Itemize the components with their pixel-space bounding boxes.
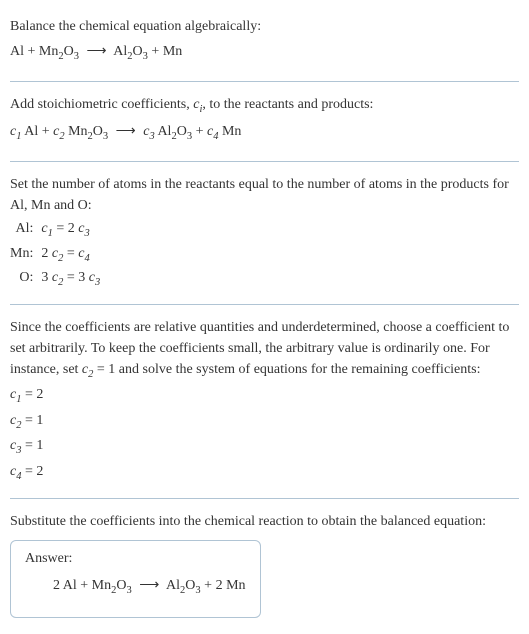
species: Al <box>63 578 77 593</box>
coef: 2 <box>216 578 227 593</box>
species: Al2O3 <box>157 124 192 139</box>
coeff-title: Add stoichiometric coefficients, ci, to … <box>10 94 519 118</box>
assignment: c1 = 2 <box>10 384 519 408</box>
plus: + <box>28 44 39 59</box>
species: Al <box>10 44 24 59</box>
species: Al2O3 <box>113 44 148 59</box>
section-answer: Substitute the coefficients into the che… <box>10 503 519 626</box>
coeff-equation: c1 Al + c2 Mn2O3 ⟶ c3 Al2O3 + c4 Mn <box>10 119 519 147</box>
element-equation: 3 c2 = 3 c3 <box>41 267 100 292</box>
assignment: c3 = 1 <box>10 435 519 459</box>
table-row: O: 3 c2 = 3 c3 <box>10 267 100 292</box>
species: Mn2O3 <box>68 124 108 139</box>
divider <box>10 81 519 82</box>
species: Mn <box>222 124 241 139</box>
divider <box>10 304 519 305</box>
section-atom-balance: Set the number of atoms in the reactants… <box>10 166 519 300</box>
species: Mn <box>163 44 182 59</box>
arrow-icon: ⟶ <box>135 573 163 598</box>
intro-equation: Al + Mn2O3 ⟶ Al2O3 + Mn <box>10 39 519 67</box>
coef: 2 <box>53 578 63 593</box>
arrow-icon: ⟶ <box>112 119 140 144</box>
plus: + <box>196 124 207 139</box>
plus: + <box>204 578 215 593</box>
atom-table: Al: c1 = 2 c3 Mn: 2 c2 = c4 O: 3 c2 = 3 … <box>10 218 100 292</box>
divider <box>10 498 519 499</box>
plus: + <box>42 124 53 139</box>
plus: + <box>80 578 91 593</box>
section-balance-intro: Balance the chemical equation algebraica… <box>10 8 519 77</box>
assignment: c2 = 1 <box>10 410 519 434</box>
species: Mn2O3 <box>92 578 132 593</box>
arrow-icon: ⟶ <box>82 39 110 64</box>
species: Mn <box>226 578 245 593</box>
assignment: c4 = 2 <box>10 461 519 485</box>
element-label: Mn: <box>10 243 41 268</box>
element-label: Al: <box>10 218 41 243</box>
atom-title: Set the number of atoms in the reactants… <box>10 174 519 216</box>
answer-box: Answer: 2 Al + Mn2O3 ⟶ Al2O3 + 2 Mn <box>10 540 261 618</box>
intro-title: Balance the chemical equation algebraica… <box>10 16 519 37</box>
species: Al2O3 <box>166 578 201 593</box>
substitute-title: Substitute the coefficients into the che… <box>10 511 519 532</box>
species: Al <box>24 124 38 139</box>
species: Mn2O3 <box>39 44 79 59</box>
answer-equation: 2 Al + Mn2O3 ⟶ Al2O3 + 2 Mn <box>25 573 246 601</box>
element-equation: 2 c2 = c4 <box>41 243 100 268</box>
element-label: O: <box>10 267 41 292</box>
answer-label: Answer: <box>25 551 246 567</box>
table-row: Al: c1 = 2 c3 <box>10 218 100 243</box>
section-solve: Since the coefficients are relative quan… <box>10 309 519 495</box>
divider <box>10 161 519 162</box>
table-row: Mn: 2 c2 = c4 <box>10 243 100 268</box>
plus: + <box>151 44 162 59</box>
element-equation: c1 = 2 c3 <box>41 218 100 243</box>
section-add-coefficients: Add stoichiometric coefficients, ci, to … <box>10 86 519 157</box>
solve-title: Since the coefficients are relative quan… <box>10 317 519 383</box>
